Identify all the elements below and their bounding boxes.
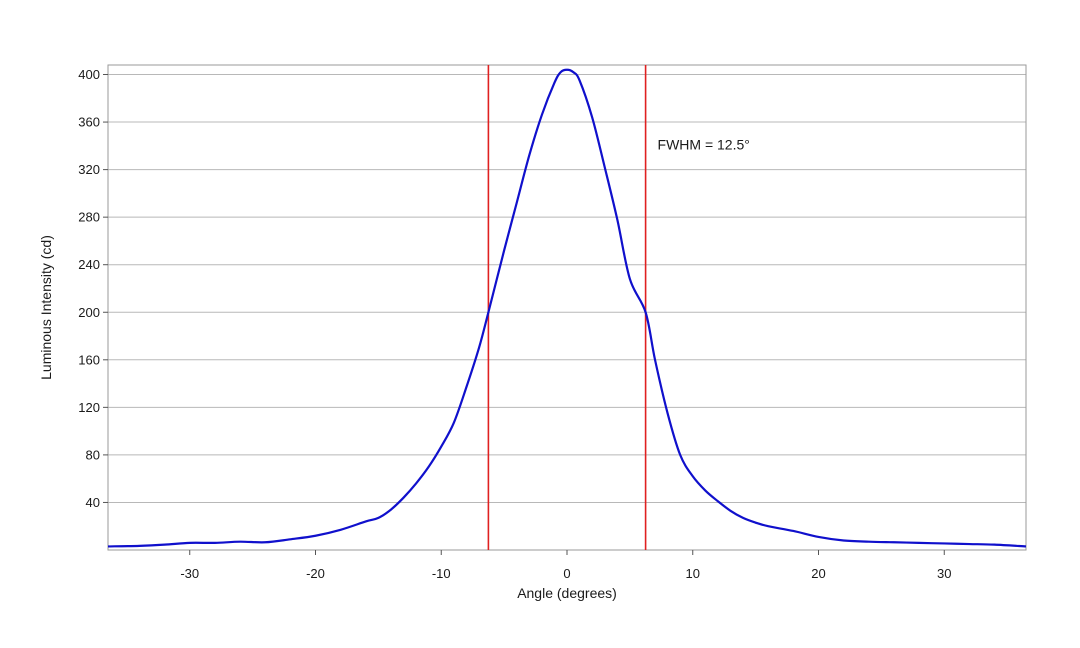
y-axis-label: Luminous Intensity (cd) bbox=[38, 235, 54, 380]
series-line bbox=[107, 68, 1027, 548]
y-tick-label: 360 bbox=[78, 115, 100, 130]
x-tick-label: -20 bbox=[306, 566, 325, 581]
y-axis-ticks: 40 80 120 160 200 240 280 320 360 400 bbox=[78, 67, 108, 510]
x-axis-label: Angle (degrees) bbox=[517, 585, 617, 601]
y-tick-label: 120 bbox=[78, 400, 100, 415]
series-group bbox=[107, 68, 1027, 548]
plot-area bbox=[107, 64, 1027, 551]
y-tick-label: 240 bbox=[78, 257, 100, 272]
y-tick-label: 320 bbox=[78, 162, 100, 177]
x-tick-label: 10 bbox=[686, 566, 700, 581]
fwhm-annotation: FWHM = 12.5° bbox=[658, 136, 750, 152]
x-tick-label: -30 bbox=[180, 566, 199, 581]
gridlines bbox=[108, 74, 1026, 503]
y-tick-label: 40 bbox=[86, 495, 100, 510]
fwhm-reference-lines bbox=[487, 65, 647, 550]
annotations: FWHM = 12.5° bbox=[658, 136, 750, 152]
x-tick-label: 30 bbox=[937, 566, 951, 581]
x-tick-label: -10 bbox=[432, 566, 451, 581]
x-tick-label: 20 bbox=[811, 566, 825, 581]
x-tick-label: 0 bbox=[563, 566, 570, 581]
y-tick-label: 160 bbox=[78, 352, 100, 367]
y-tick-label: 80 bbox=[86, 447, 100, 462]
y-tick-label: 200 bbox=[78, 305, 100, 320]
x-axis-ticks: -30 -20 -10 0 10 20 30 bbox=[180, 550, 951, 581]
y-tick-label: 400 bbox=[78, 67, 100, 82]
y-tick-label: 280 bbox=[78, 210, 100, 225]
